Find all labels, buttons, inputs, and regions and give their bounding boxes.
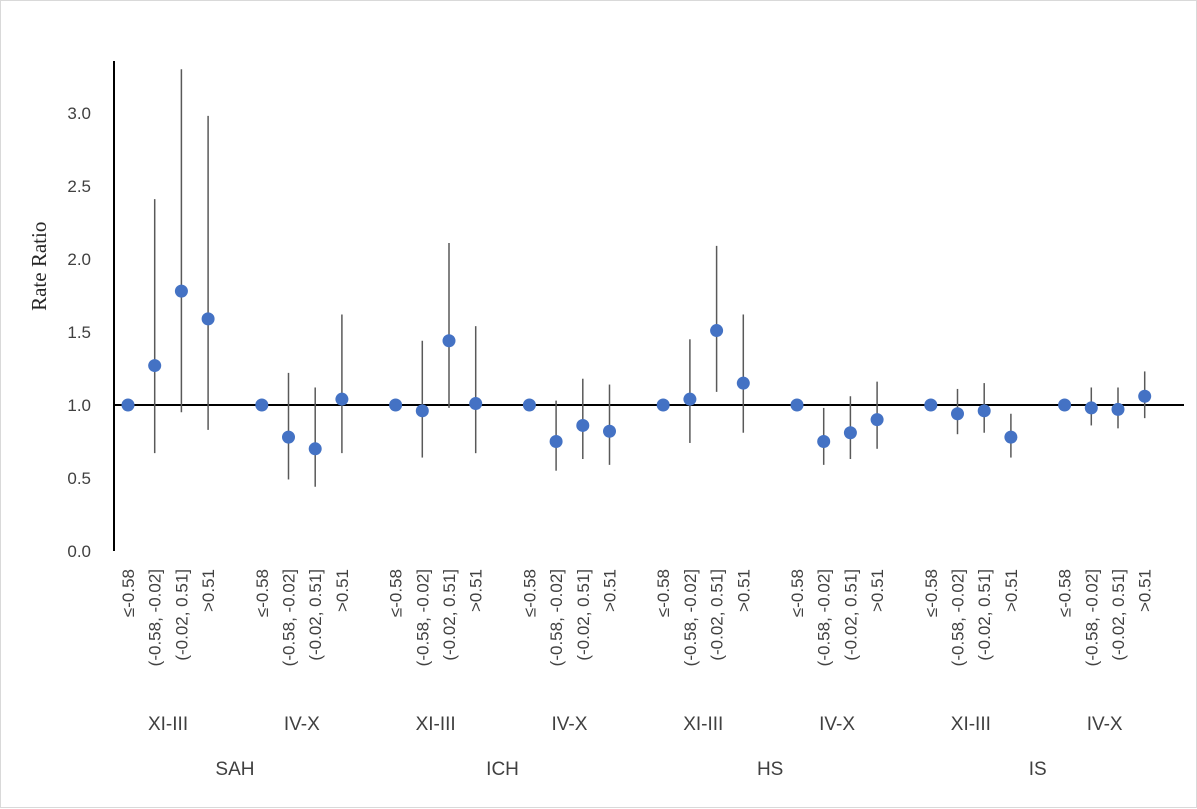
x-category-label: (-0.58, -0.02]	[949, 569, 968, 666]
season-label: XI-III	[683, 714, 723, 735]
data-point	[977, 404, 991, 418]
x-category-label: (-0.58, -0.02]	[413, 569, 432, 666]
y-tick-label: 2.0	[67, 250, 91, 269]
x-category-label: >0.51	[467, 569, 486, 612]
x-category-label: (-0.02, 0.51]	[574, 569, 593, 661]
season-label: XI-III	[148, 714, 188, 735]
data-point	[174, 284, 188, 298]
x-category-label: (-0.02, 0.51]	[708, 569, 727, 661]
data-point	[469, 397, 483, 411]
y-tick-label: 0.5	[67, 469, 91, 488]
x-category-label: >0.51	[1136, 569, 1155, 612]
x-category-label: (-0.58, -0.02]	[547, 569, 566, 666]
labels-layer: ≤-0.58 (-0.58, -0.02] (-0.02, 0.51] >0.51 XI…	[119, 569, 1155, 780]
data-point	[790, 398, 804, 412]
data-point	[924, 398, 938, 412]
data-point	[603, 424, 616, 438]
data-point	[710, 324, 724, 338]
outcome-label: SAH	[215, 759, 254, 780]
season-label: IV-X	[284, 714, 320, 735]
season-label: IV-X	[551, 714, 587, 735]
data-point	[201, 312, 215, 326]
x-category-label: (-0.02, 0.51]	[172, 569, 191, 661]
data-point	[1058, 398, 1072, 412]
x-category-label: >0.51	[734, 569, 753, 612]
axes-layer: 0.0 0.5 1.0 1.5 2.0 2.5 3.0 Rate Ratio	[27, 61, 1184, 561]
data-point	[549, 435, 563, 448]
x-category-label: >0.51	[1002, 569, 1021, 612]
x-category-label: >0.51	[199, 569, 218, 612]
x-category-label: ≤-0.58	[1056, 569, 1075, 617]
season-label: IV-X	[819, 714, 855, 735]
data-point	[870, 413, 884, 427]
data-point	[817, 435, 831, 448]
data-point	[522, 398, 536, 412]
data-point	[576, 418, 590, 432]
x-category-label: ≤-0.58	[520, 569, 539, 617]
season-label: XI-III	[416, 714, 456, 735]
data-point	[282, 430, 295, 444]
y-tick-label: 1.0	[67, 396, 91, 415]
season-label: IV-X	[1087, 714, 1123, 735]
data-point	[843, 426, 857, 440]
data-point	[335, 392, 349, 406]
y-tick-label: 1.5	[67, 323, 91, 342]
data-point	[656, 398, 670, 412]
x-category-label: (-0.02, 0.51]	[1109, 569, 1128, 661]
data-point	[389, 398, 403, 412]
x-category-label: (-0.58, -0.02]	[815, 569, 834, 666]
data-point	[951, 407, 964, 421]
x-category-label: ≤-0.58	[253, 569, 272, 617]
x-category-label: (-0.02, 0.51]	[841, 569, 860, 661]
x-category-label: (-0.58, -0.02]	[1082, 569, 1101, 666]
error-bars-layer	[153, 69, 1146, 487]
outcome-label: HS	[757, 759, 783, 780]
y-tick-label: 3.0	[67, 104, 91, 123]
x-category-label: ≤-0.58	[119, 569, 138, 617]
data-point	[308, 442, 322, 456]
data-point	[148, 359, 162, 373]
data-point	[1004, 430, 1018, 444]
data-point	[255, 398, 269, 412]
data-point	[1111, 402, 1125, 416]
x-category-label: ≤-0.58	[788, 569, 807, 617]
points-layer	[121, 284, 1152, 456]
x-category-label: >0.51	[333, 569, 352, 612]
x-category-label: ≤-0.58	[654, 569, 673, 617]
data-point	[736, 376, 750, 390]
x-category-label: (-0.58, -0.02]	[681, 569, 700, 666]
x-category-label: ≤-0.58	[922, 569, 941, 617]
x-category-label: (-0.02, 0.51]	[306, 569, 325, 661]
x-category-label: ≤-0.58	[387, 569, 406, 617]
x-category-label: >0.51	[868, 569, 887, 612]
y-axis-title: Rate Ratio	[27, 222, 51, 311]
x-category-label: (-0.02, 0.51]	[440, 569, 459, 661]
data-point	[121, 398, 135, 412]
outcome-label: ICH	[486, 759, 519, 780]
x-category-label: (-0.02, 0.51]	[975, 569, 994, 661]
data-point	[1084, 401, 1098, 415]
season-label: XI-III	[951, 714, 991, 735]
data-point	[415, 404, 429, 418]
outcome-label: IS	[1029, 759, 1047, 780]
y-tick-label: 2.5	[67, 177, 91, 196]
data-point	[442, 334, 456, 348]
x-category-label: (-0.58, -0.02]	[280, 569, 299, 666]
data-point	[683, 392, 697, 406]
x-category-label: >0.51	[601, 569, 620, 612]
y-tick-label: 0.0	[67, 542, 91, 561]
x-category-label: (-0.58, -0.02]	[146, 569, 165, 666]
data-point	[1138, 389, 1152, 403]
